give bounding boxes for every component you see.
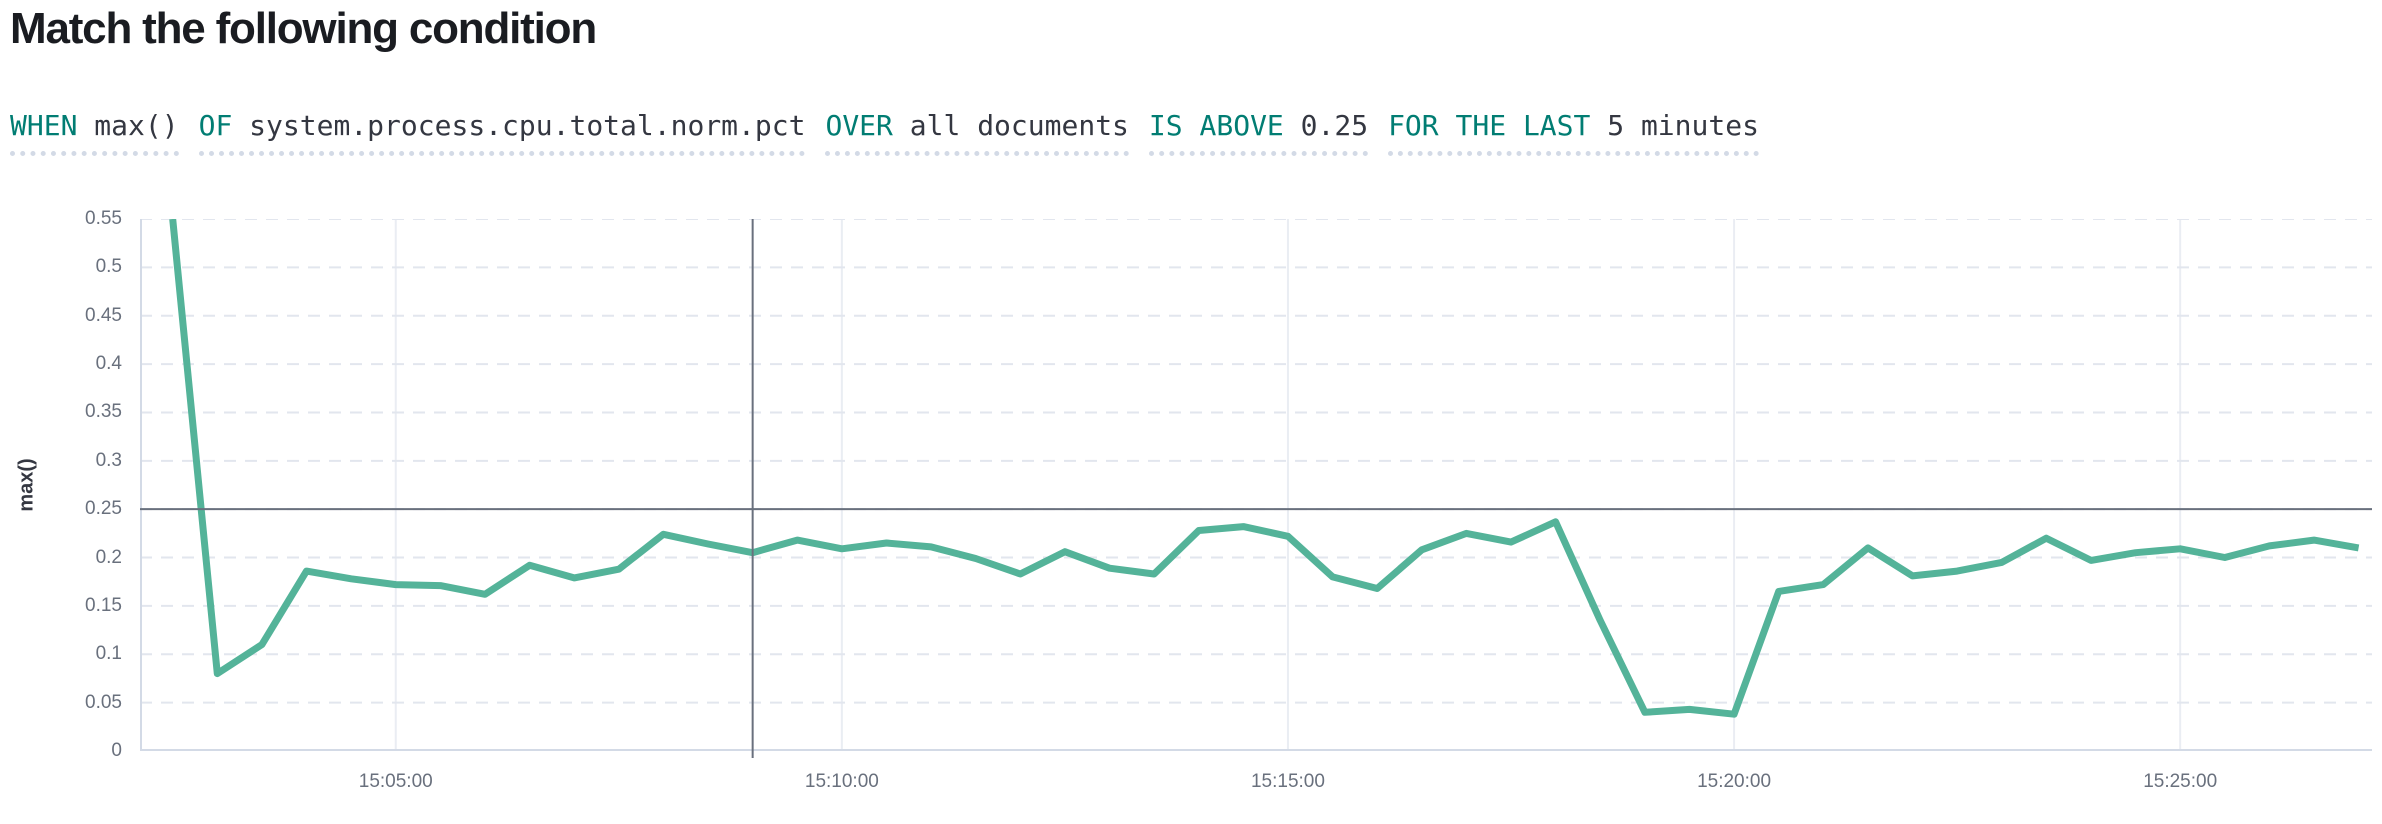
of-value: system.process.cpu.total.norm.pct: [249, 109, 806, 142]
time-window-value: 5 minutes: [1607, 109, 1759, 142]
y-tick-label: 0: [111, 740, 122, 761]
x-tick-label: 15:05:00: [358, 771, 433, 792]
y-tick-label: 0.3: [95, 449, 122, 471]
y-tick-label: 0.5: [95, 256, 122, 278]
of-keyword: OF: [198, 109, 233, 142]
page-title: Match the following condition: [10, 4, 597, 53]
when-keyword: WHEN: [10, 109, 78, 142]
y-tick-label: 0.45: [85, 304, 122, 326]
chart-plot-area: [140, 219, 2372, 758]
x-tick-label: 15:20:00: [1697, 771, 1772, 792]
y-axis-tick-labels: 0 0.05 0.1 0.15 0.2 0.25 0.3 0.35 0.4 0.45 0.5 0.55: [0, 208, 122, 761]
threshold-expression[interactable]: IS ABOVE 0.25: [1148, 108, 1369, 156]
condition-expression: WHEN max() OF system.process.cpu.total.n…: [10, 108, 1759, 156]
y-tick-label: 0.2: [95, 546, 122, 568]
over-keyword: OVER: [825, 109, 893, 142]
over-value: all documents: [909, 109, 1129, 142]
of-field-expression[interactable]: OF system.process.cpu.total.norm.pct: [198, 108, 806, 156]
y-tick-label: 0.55: [85, 208, 122, 229]
when-value: max(): [94, 109, 179, 142]
y-tick-label: 0.1: [95, 643, 122, 665]
is-above-keyword: IS ABOVE: [1148, 109, 1284, 142]
over-grouping-expression[interactable]: OVER all documents: [825, 108, 1129, 156]
y-tick-label: 0.05: [85, 691, 122, 713]
metric-series-line: [169, 219, 2360, 718]
x-tick-label: 15:10:00: [804, 771, 879, 792]
threshold-value: 0.25: [1300, 109, 1369, 142]
y-tick-label: 0.15: [85, 594, 122, 616]
for-the-last-keyword: FOR THE LAST: [1388, 109, 1591, 142]
y-tick-label: 0.4: [95, 353, 122, 375]
y-tick-label: 0.25: [85, 498, 122, 520]
y-tick-label: 0.35: [85, 401, 122, 423]
x-tick-label: 15:25:00: [2143, 771, 2218, 792]
x-axis-tick-labels: 15:05:00 15:10:00 15:15:00 15:20:00 15:25:00: [140, 770, 2372, 796]
x-tick-label: 15:15:00: [1250, 771, 1325, 792]
time-window-expression[interactable]: FOR THE LAST 5 minutes: [1388, 108, 1759, 156]
when-aggregation-expression[interactable]: WHEN max(): [10, 108, 179, 156]
